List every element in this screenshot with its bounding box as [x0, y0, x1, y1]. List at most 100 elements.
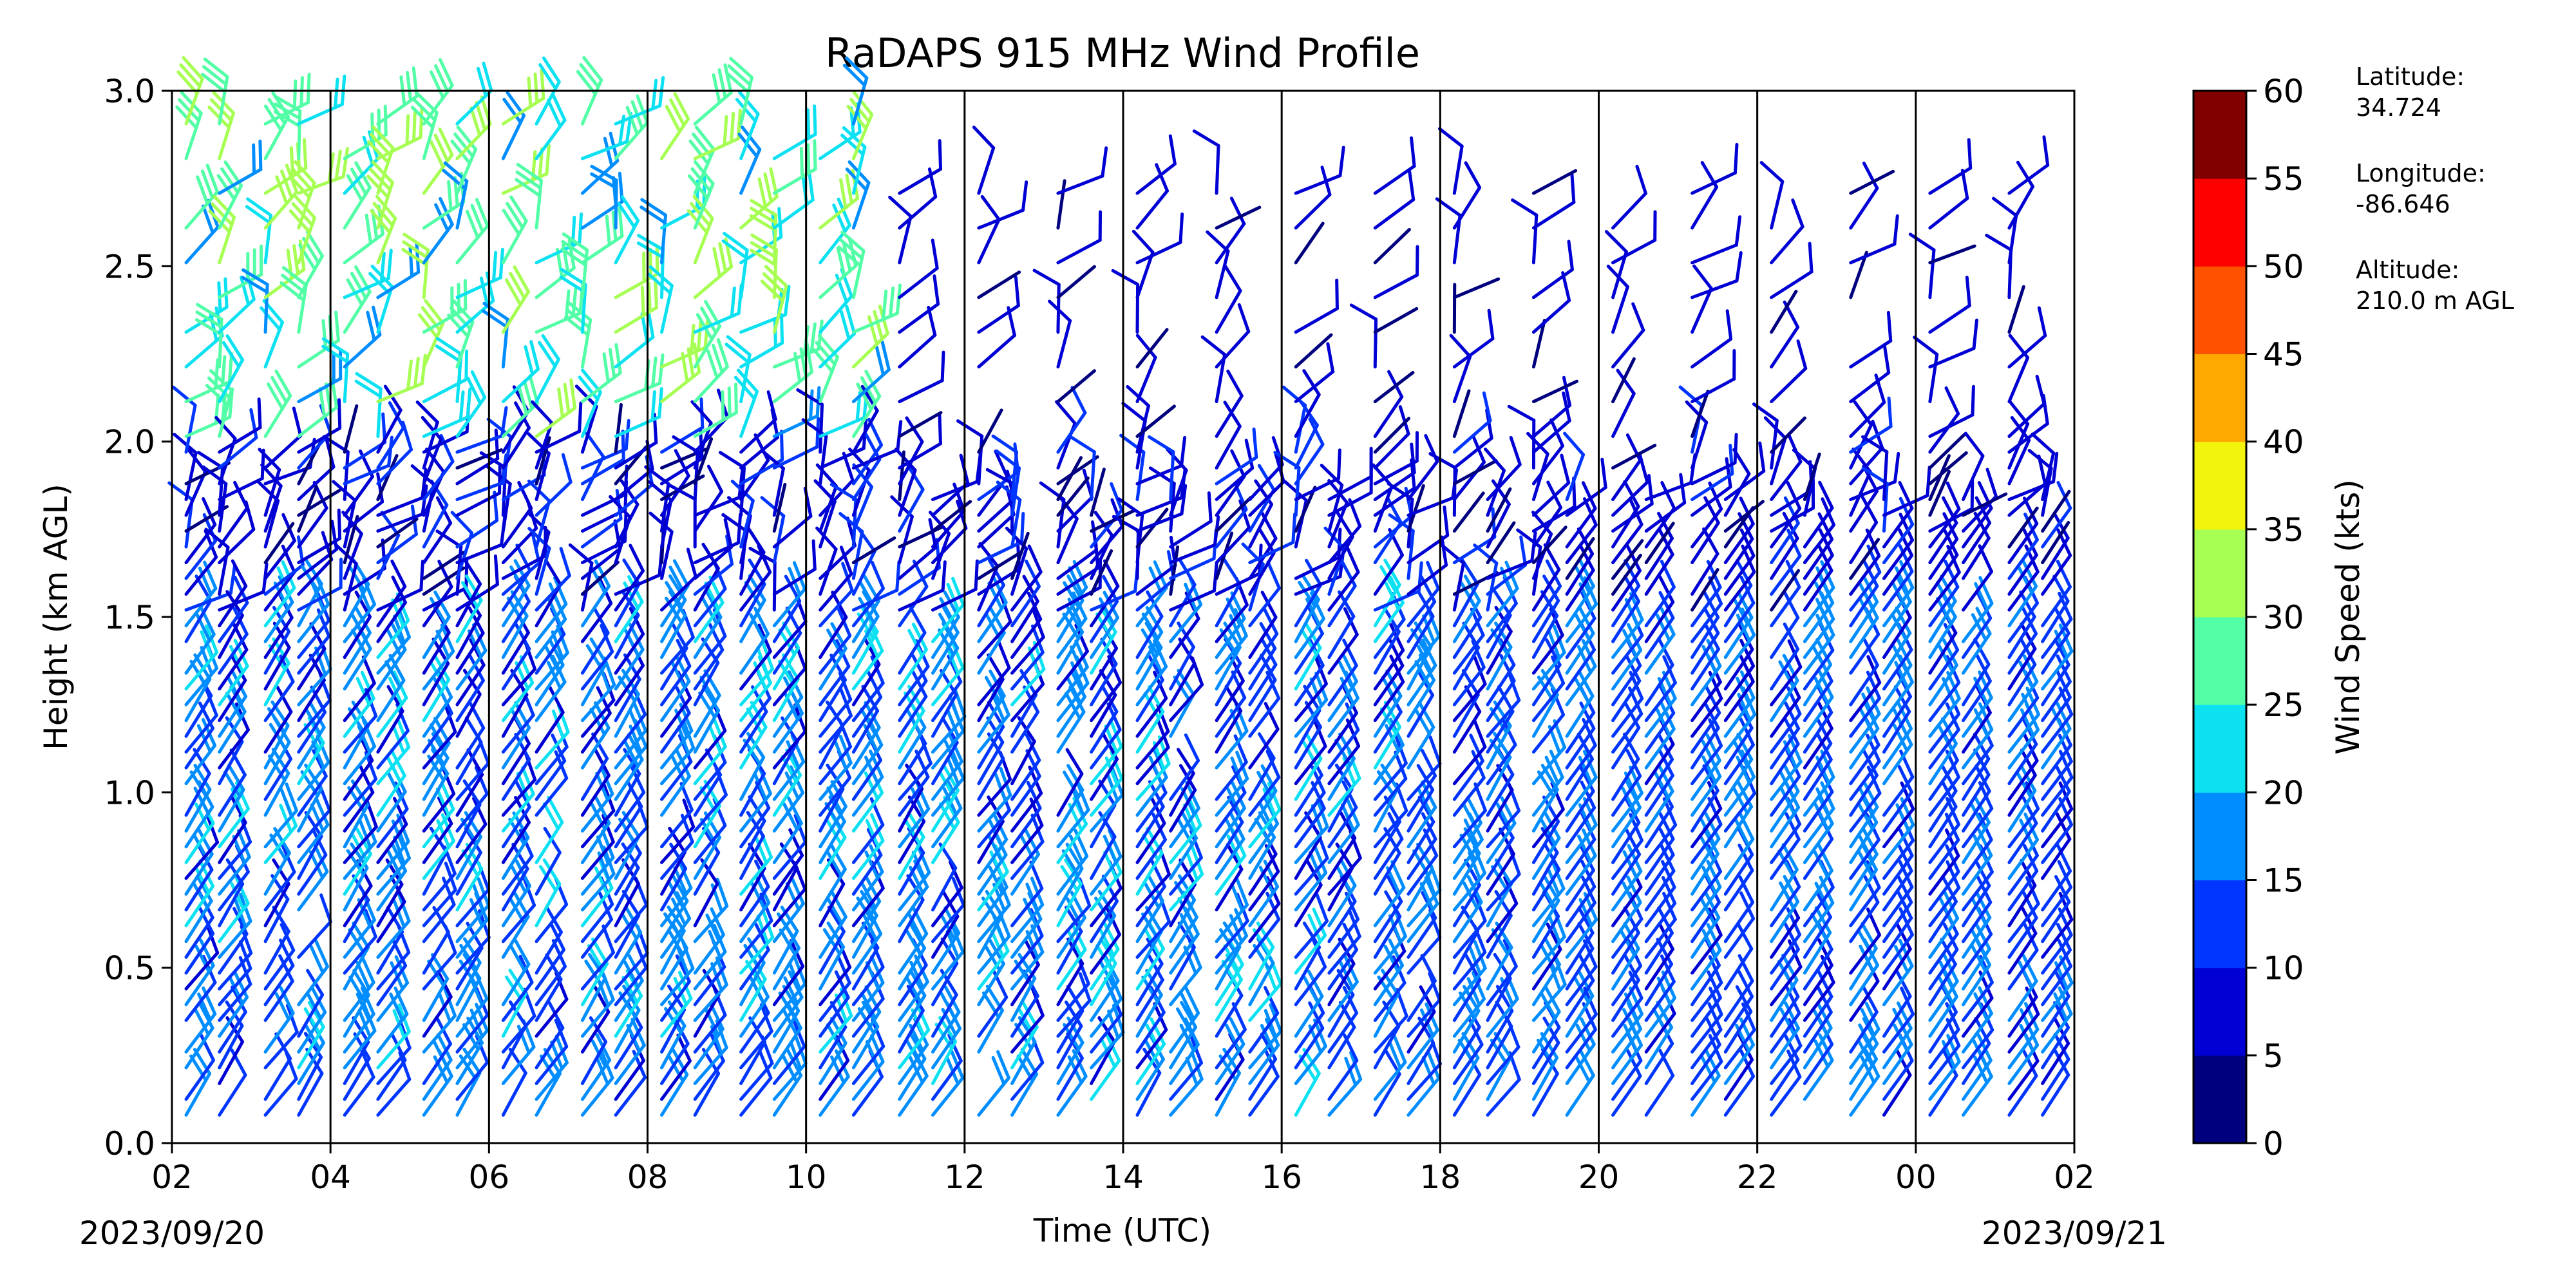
wind-barb: [273, 95, 302, 160]
wind-barb: [931, 937, 959, 1007]
x-tick-label: 16: [1261, 1159, 1302, 1196]
wind-barb: [568, 543, 594, 612]
wind-barb: [184, 1001, 214, 1070]
wind-barb: [1985, 233, 2013, 299]
colorbar-tick-label: 15: [2263, 862, 2304, 900]
wind-barb: [501, 877, 536, 943]
wind-barb: [580, 748, 611, 817]
wind-barb: [535, 334, 560, 404]
wind-barb: [297, 74, 346, 126]
wind-barb: [279, 266, 308, 334]
wind-barb: [535, 93, 567, 160]
wind-barb: [842, 56, 869, 126]
wind-barb: [687, 194, 714, 265]
wind-barb: [376, 905, 404, 975]
wind-barb: [422, 551, 466, 580]
colorbar-tick-label: 25: [2263, 687, 2304, 724]
wind-barb: [931, 860, 963, 927]
wind-barb: [580, 419, 630, 470]
wind-barb: [218, 334, 245, 404]
wind-barb: [526, 511, 551, 580]
wind-barb: [1604, 230, 1628, 299]
wind-barb: [376, 748, 406, 817]
wind-barb: [1294, 278, 1339, 334]
wind-barb: [1373, 227, 1411, 265]
wind-barb: [1644, 453, 1697, 502]
wind-barb: [184, 924, 220, 990]
x-tick-label: 04: [310, 1159, 351, 1196]
wind-barb: [1928, 169, 1969, 230]
wind-barb: [819, 955, 851, 1022]
wind-barb: [531, 400, 554, 470]
wind-barb: [343, 655, 376, 723]
wind-barb: [739, 1050, 773, 1117]
wind-barb: [1373, 307, 1419, 334]
wind-barb: [1531, 271, 1571, 334]
wind-barb: [297, 893, 332, 959]
wind-barb: [297, 828, 328, 896]
wind-barb: [1112, 515, 1141, 580]
wind-barb: [501, 91, 526, 160]
wind-barb: [501, 340, 540, 404]
wind-barb: [367, 126, 395, 195]
wind-barb: [772, 482, 787, 533]
wind-barb: [535, 826, 562, 896]
wind-barb: [1759, 161, 1785, 230]
wind-barb: [200, 57, 229, 126]
wind-barb: [1611, 164, 1647, 230]
wind-barb: [727, 496, 752, 565]
wind-barb: [614, 402, 623, 454]
x-tick-label: 22: [1737, 1159, 1778, 1196]
wind-barb: [837, 231, 866, 299]
wind-barb: [851, 560, 885, 628]
wind-barb: [898, 450, 905, 502]
x-tick-label: 02: [151, 1159, 193, 1196]
wind-barb: [1531, 477, 1577, 533]
wind-barb: [1373, 245, 1419, 299]
wind-barb: [535, 547, 571, 612]
wind-barb: [297, 939, 329, 1007]
wind-barb: [614, 780, 643, 849]
colorbar-band: [2193, 617, 2246, 705]
wind-barb: [851, 536, 896, 565]
wind-barb: [614, 94, 649, 160]
wind-barb: [614, 703, 647, 770]
wind-barb: [1849, 161, 1879, 230]
wind-barb: [898, 559, 929, 628]
wind-barb: [1373, 969, 1399, 1038]
wind-barb: [1373, 370, 1415, 404]
wind-barb: [977, 1050, 1010, 1117]
wind-barb: [1452, 434, 1486, 502]
wind-barb: [888, 195, 913, 265]
colorbar-band: [2193, 178, 2246, 267]
wind-barb: [297, 797, 330, 864]
wind-barb: [501, 401, 531, 470]
wind-barb: [2007, 285, 2025, 334]
site-info: Latitude: 34.724 Longitude: -86.646 Alti…: [2356, 62, 2514, 315]
wind-barb: [297, 489, 341, 517]
wind-barb: [1294, 333, 1333, 369]
wind-barb: [846, 90, 874, 160]
wind-barb: [564, 300, 592, 369]
wind-barb: [574, 384, 598, 454]
wind-barb: [501, 195, 528, 265]
wind-barb: [194, 303, 223, 369]
wind-barb: [1327, 446, 1373, 502]
wind-barb: [1248, 453, 1285, 517]
wind-barb: [535, 1018, 569, 1085]
wind-barb: [693, 383, 738, 438]
wind-barb: [1690, 348, 1736, 404]
wind-barb: [376, 893, 411, 959]
wind-barb: [422, 826, 448, 896]
wind-barb: [1882, 781, 1915, 849]
wind-barb: [297, 557, 343, 612]
wind-barb: [297, 348, 343, 404]
wind-barb: [977, 194, 1001, 265]
colorbar-band: [2193, 266, 2246, 354]
wind-barb: [245, 197, 273, 265]
wind-barb: [772, 1018, 806, 1085]
wind-barb: [455, 716, 483, 786]
wind-barb: [376, 517, 419, 549]
wind-barb: [256, 479, 280, 549]
wind-barb: [376, 986, 409, 1054]
